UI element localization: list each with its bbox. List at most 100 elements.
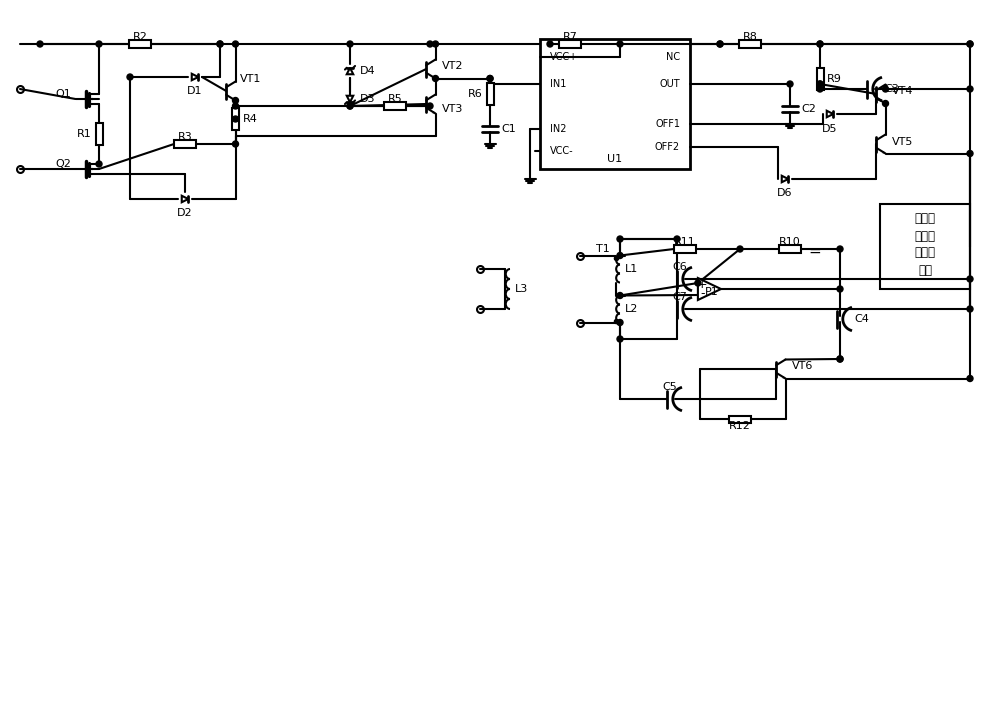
Circle shape	[967, 41, 973, 47]
Circle shape	[837, 286, 843, 292]
Text: R5: R5	[388, 94, 402, 104]
Text: L3: L3	[515, 284, 528, 294]
Circle shape	[233, 141, 239, 147]
Text: C4: C4	[854, 314, 869, 324]
Circle shape	[695, 280, 701, 286]
Circle shape	[347, 103, 353, 109]
Circle shape	[837, 356, 843, 362]
Circle shape	[717, 41, 723, 47]
Text: D5: D5	[822, 124, 838, 134]
Text: C5: C5	[663, 382, 677, 392]
Circle shape	[817, 41, 823, 47]
Circle shape	[347, 41, 353, 47]
Text: OUT: OUT	[659, 79, 680, 89]
Text: C7: C7	[673, 291, 687, 301]
Bar	[540, 39, 690, 169]
Polygon shape	[782, 376, 786, 378]
Circle shape	[233, 41, 239, 47]
Text: U1: U1	[607, 154, 623, 164]
Circle shape	[233, 116, 239, 122]
Text: D1: D1	[187, 86, 203, 96]
Circle shape	[674, 236, 680, 242]
Text: P1: P1	[705, 287, 719, 297]
Bar	[129, 40, 151, 47]
Text: R1: R1	[77, 129, 92, 139]
Circle shape	[817, 81, 823, 87]
Circle shape	[967, 41, 973, 47]
Circle shape	[967, 86, 973, 92]
Polygon shape	[827, 111, 833, 117]
Circle shape	[817, 41, 823, 47]
Text: 电路: 电路	[918, 263, 932, 277]
Text: D6: D6	[777, 188, 793, 198]
Circle shape	[883, 86, 889, 92]
Text: VT1: VT1	[240, 74, 261, 84]
Bar	[674, 245, 696, 252]
Circle shape	[433, 41, 439, 47]
Text: 电容反: 电容反	[914, 213, 936, 226]
Circle shape	[967, 375, 973, 382]
Text: R9: R9	[827, 74, 842, 84]
Text: =: =	[809, 244, 821, 259]
Bar	[880, 204, 970, 289]
Text: -: -	[700, 287, 705, 300]
Text: 式振荡: 式振荡	[914, 247, 936, 260]
Text: VT5: VT5	[892, 137, 913, 147]
Circle shape	[817, 81, 823, 87]
Circle shape	[837, 356, 843, 362]
Text: L1: L1	[625, 264, 638, 274]
Circle shape	[617, 41, 623, 47]
Bar	[96, 123, 103, 145]
Circle shape	[433, 75, 439, 81]
Polygon shape	[882, 101, 886, 104]
Polygon shape	[192, 74, 198, 81]
Circle shape	[347, 103, 353, 109]
Text: IN1: IN1	[550, 79, 566, 89]
Circle shape	[547, 41, 553, 47]
Text: R4: R4	[243, 114, 257, 124]
Bar	[729, 416, 751, 423]
Bar	[384, 103, 406, 109]
Circle shape	[427, 103, 433, 109]
Text: T1: T1	[596, 244, 610, 254]
Polygon shape	[347, 96, 353, 102]
Circle shape	[233, 98, 239, 104]
Text: OFF1: OFF1	[655, 119, 680, 129]
Circle shape	[883, 101, 889, 106]
Text: VCC+: VCC+	[550, 52, 578, 62]
Circle shape	[233, 103, 239, 109]
Text: Q2: Q2	[55, 159, 71, 169]
Polygon shape	[432, 111, 436, 114]
Circle shape	[737, 246, 743, 252]
Text: VT3: VT3	[442, 104, 463, 114]
Circle shape	[967, 150, 973, 157]
Circle shape	[96, 161, 102, 167]
Text: NC: NC	[666, 52, 680, 62]
Text: R3: R3	[178, 132, 192, 142]
Bar	[559, 40, 581, 47]
Text: C1: C1	[501, 124, 516, 134]
Circle shape	[96, 41, 102, 47]
Bar	[232, 108, 239, 130]
Text: R7: R7	[563, 32, 577, 42]
Bar	[779, 245, 801, 252]
Text: IN2: IN2	[550, 124, 566, 134]
Text: R2: R2	[133, 32, 147, 42]
Bar	[487, 83, 494, 105]
Bar	[174, 140, 196, 147]
Text: R10: R10	[779, 237, 801, 247]
Text: VCC-: VCC-	[550, 146, 574, 156]
Polygon shape	[182, 196, 188, 202]
Polygon shape	[882, 151, 886, 153]
Circle shape	[967, 306, 973, 312]
Text: D3: D3	[360, 94, 375, 104]
Circle shape	[617, 293, 623, 298]
Circle shape	[967, 276, 973, 282]
Circle shape	[817, 86, 823, 92]
Text: +: +	[697, 278, 708, 291]
Text: R11: R11	[674, 237, 696, 247]
Polygon shape	[90, 98, 92, 100]
Text: L2: L2	[625, 304, 638, 314]
Circle shape	[717, 41, 723, 47]
Text: C3: C3	[884, 84, 899, 94]
